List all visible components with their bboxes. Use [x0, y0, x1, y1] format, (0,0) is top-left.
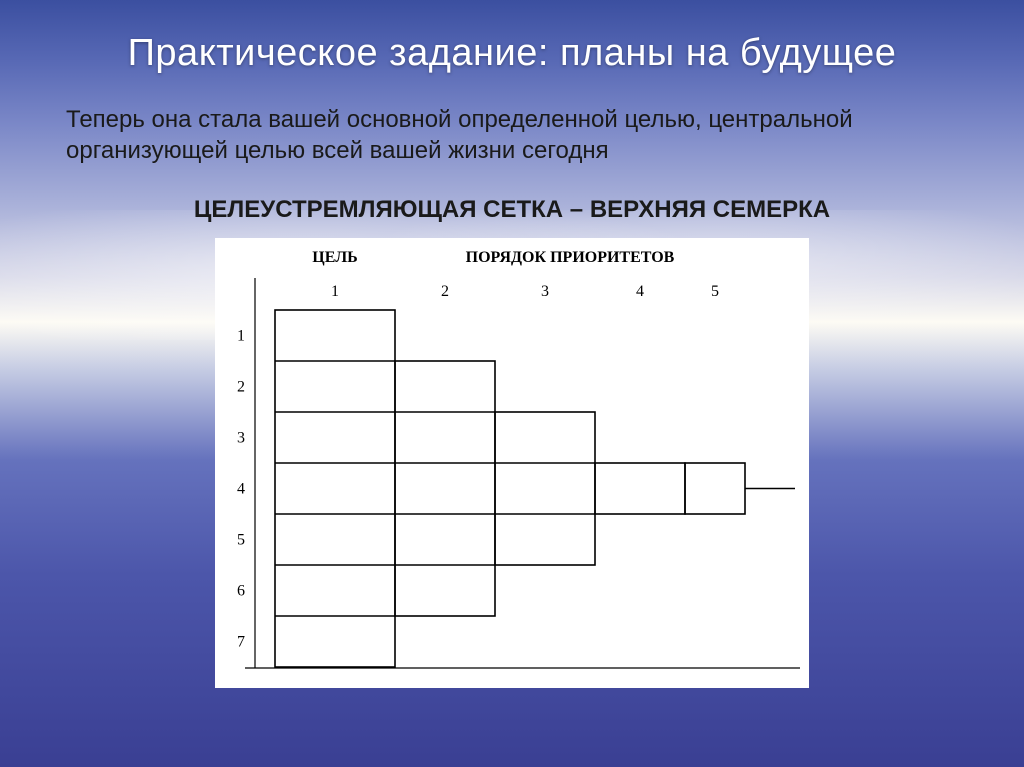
- svg-text:ЦЕЛЬ: ЦЕЛЬ: [312, 249, 357, 266]
- slide: Практическое задание: планы на будущее Т…: [0, 0, 1024, 767]
- svg-text:4: 4: [237, 481, 245, 498]
- slide-body-text: Теперь она стала вашей основной определе…: [66, 104, 946, 166]
- svg-text:3: 3: [541, 283, 549, 300]
- svg-text:1: 1: [331, 283, 339, 300]
- svg-text:2: 2: [441, 283, 449, 300]
- goal-grid-svg: ЦЕЛЬ ПОРЯДОК ПРИОРИТЕТОВ 1 2 3 4 5 1 2 3 4 5 6 7: [215, 238, 809, 688]
- svg-text:5: 5: [237, 532, 245, 549]
- svg-text:6: 6: [237, 583, 245, 600]
- svg-text:4: 4: [636, 283, 644, 300]
- svg-text:ПОРЯДОК ПРИОРИТЕТОВ: ПОРЯДОК ПРИОРИТЕТОВ: [466, 249, 675, 266]
- slide-subtitle: ЦЕЛЕУСТРЕМЛЯЮЩАЯ СЕТКА – ВЕРХНЯЯ СЕМЕРКА: [0, 196, 1024, 224]
- svg-text:5: 5: [711, 283, 719, 300]
- svg-text:2: 2: [237, 379, 245, 396]
- svg-text:1: 1: [237, 328, 245, 345]
- goal-grid-diagram: ЦЕЛЬ ПОРЯДОК ПРИОРИТЕТОВ 1 2 3 4 5 1 2 3 4 5 6 7: [215, 238, 809, 688]
- slide-title: Практическое задание: планы на будущее: [0, 32, 1024, 75]
- svg-text:3: 3: [237, 430, 245, 447]
- svg-text:7: 7: [237, 634, 245, 651]
